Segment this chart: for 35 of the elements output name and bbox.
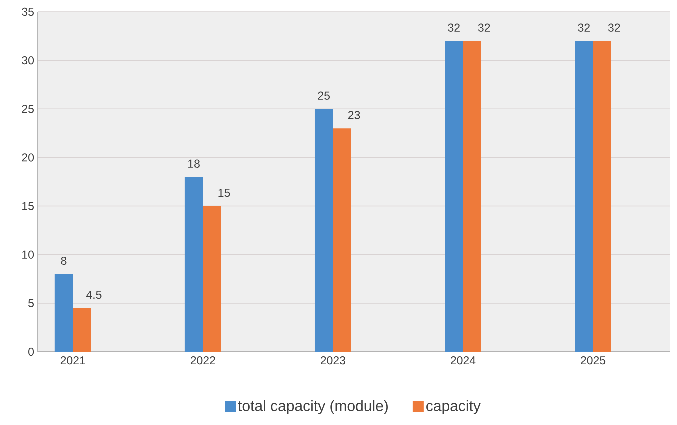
bar — [73, 308, 92, 352]
x-tick-label: 2024 — [451, 356, 476, 365]
x-tick-label: 2023 — [320, 356, 346, 365]
bar — [184, 177, 204, 352]
bar — [333, 128, 352, 352]
y-tick-label: 5 — [28, 299, 34, 308]
bar — [575, 41, 594, 352]
data-label: 32 — [478, 24, 490, 32]
y-tick-label: 20 — [22, 154, 34, 162]
data-label: 18 — [188, 160, 200, 168]
data-label: 15 — [218, 189, 230, 198]
bar — [314, 109, 334, 352]
data-label: 32 — [578, 24, 590, 32]
y-tick-label: 25 — [22, 105, 34, 114]
bar — [54, 274, 74, 352]
bar — [593, 41, 612, 352]
bar — [203, 206, 222, 352]
data-label: 32 — [448, 24, 460, 32]
bar — [463, 41, 482, 352]
x-tick-label: 2022 — [190, 356, 216, 365]
data-label: 23 — [348, 111, 360, 120]
y-tick-label: 10 — [22, 250, 34, 259]
y-tick-label: 15 — [22, 202, 34, 210]
data-label: 32 — [608, 24, 620, 32]
x-tick-label: 2025 — [581, 356, 606, 365]
y-tick-label: 30 — [22, 56, 34, 65]
legend-label: capacity — [426, 400, 481, 414]
data-label: 4.5 — [86, 291, 102, 300]
bar — [445, 41, 464, 352]
data-label: 8 — [61, 256, 67, 266]
y-tick-label: 35 — [22, 8, 34, 16]
data-label: 25 — [318, 92, 330, 100]
legend-label: total capacity (module) — [238, 400, 388, 414]
y-tick-label: 0 — [28, 348, 34, 356]
x-tick-label: 2021 — [60, 356, 86, 365]
